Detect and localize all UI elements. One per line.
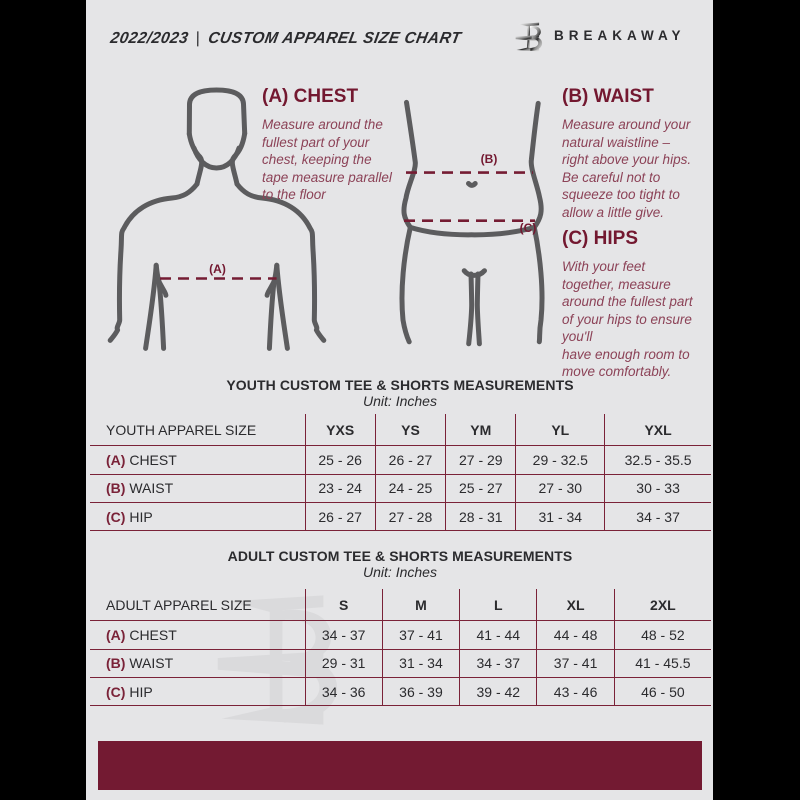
svg-text:(C): (C) <box>520 221 537 235</box>
svg-text:(B): (B) <box>481 152 498 166</box>
svg-text:(A): (A) <box>209 262 226 276</box>
